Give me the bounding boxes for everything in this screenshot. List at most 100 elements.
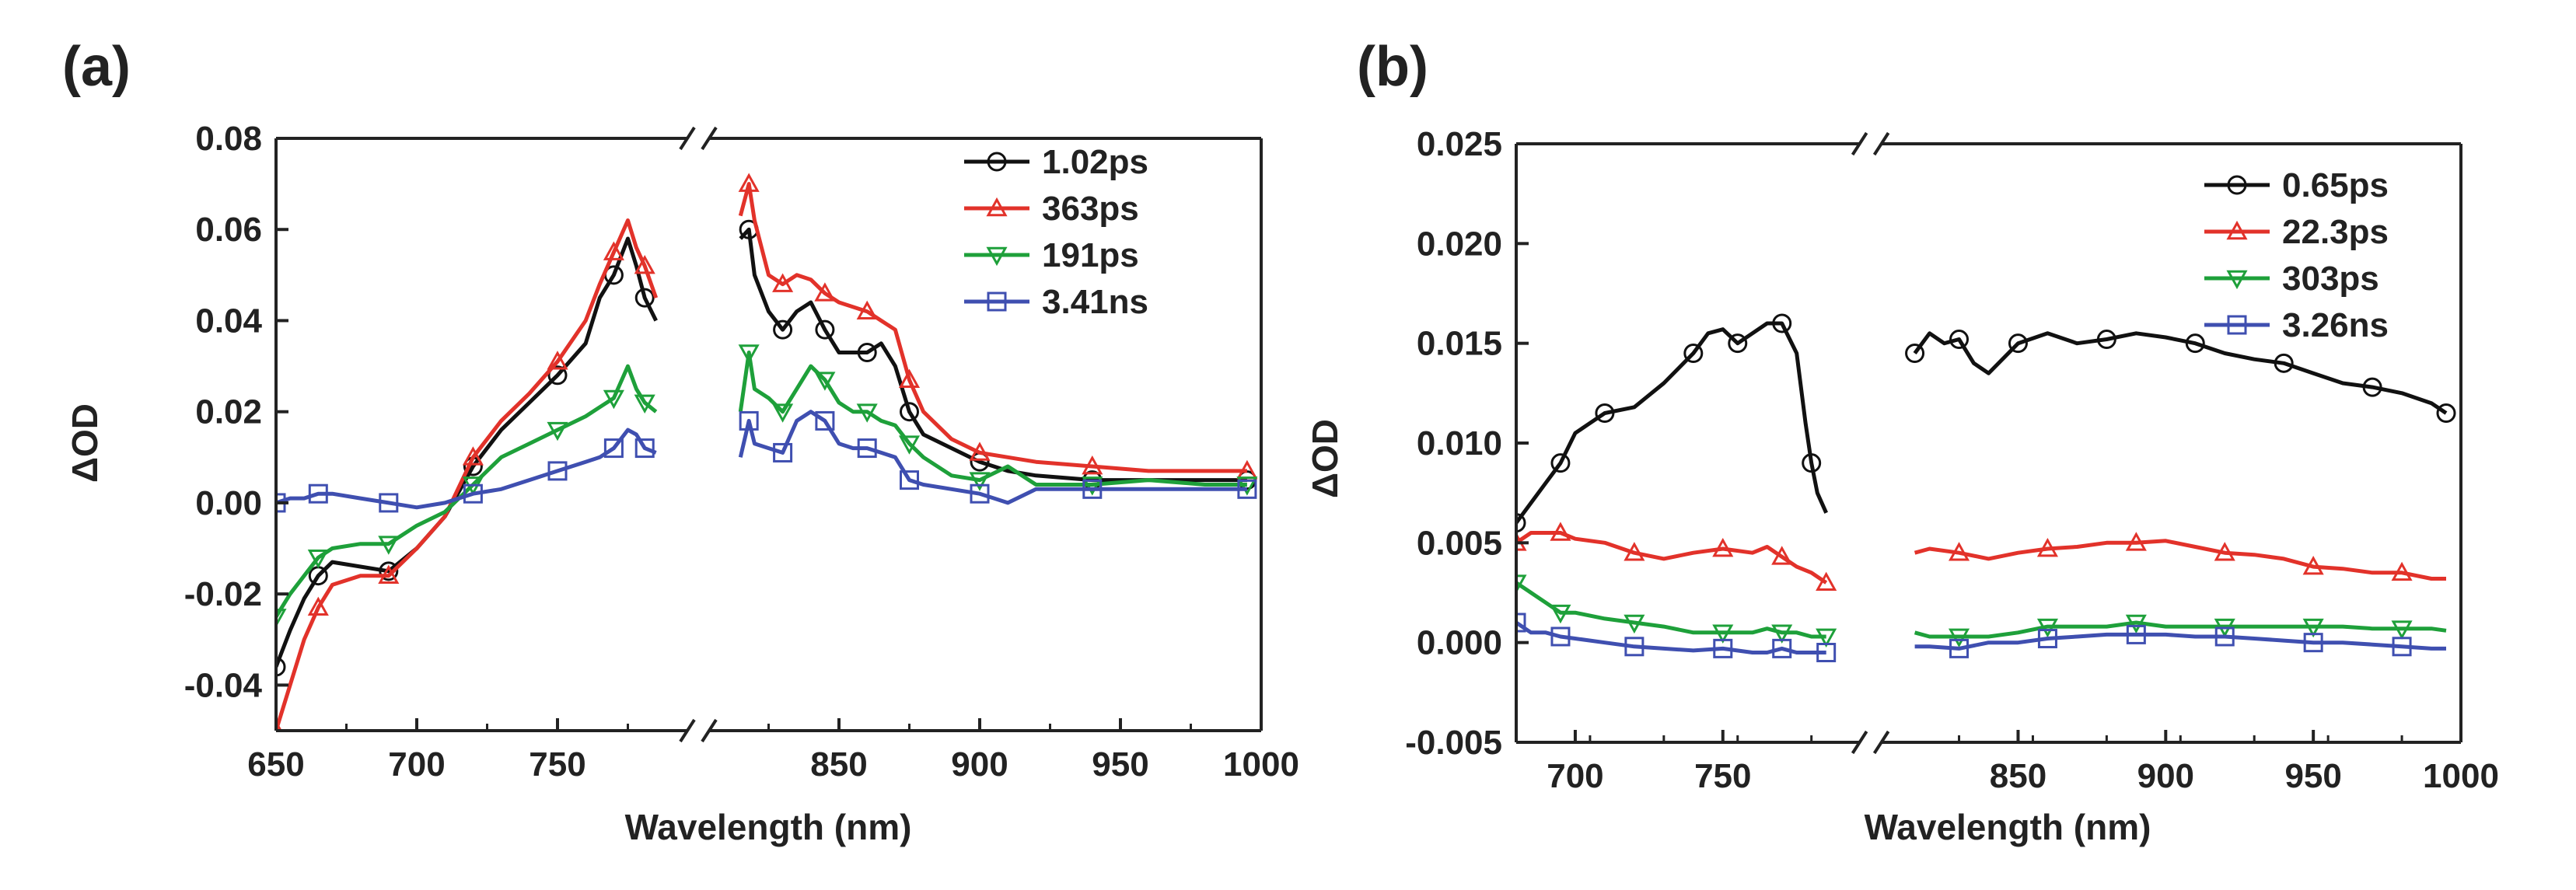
x-tick-label-1000: 1000 bbox=[1223, 745, 1299, 784]
data-point-191ps bbox=[856, 403, 878, 423]
panel-b-y-axis-title: ΔOD bbox=[1305, 419, 1345, 498]
data-point-363ps bbox=[969, 442, 991, 461]
data-point-1.02ps bbox=[547, 365, 568, 386]
axis-break-mark-bottom-1 bbox=[679, 718, 696, 743]
y-tick-label-0.02: 0.02 bbox=[195, 393, 262, 431]
data-point-0.65ps bbox=[1772, 313, 1792, 333]
data-point-363ps bbox=[898, 368, 921, 388]
data-point-0.65ps bbox=[2185, 333, 2205, 354]
series-line-1.02ps-segment-2 bbox=[739, 227, 1247, 483]
data-point-191ps bbox=[969, 472, 991, 491]
panel-b-plot: 700 750 850 900 950 1000 -0.005 0.000 0.005 0.010… bbox=[1405, 125, 2499, 795]
data-point-303ps bbox=[1771, 624, 1793, 644]
panel-a: (a) 650 700 750 850 900 950 1000 -0.04 -0.02 0.00… bbox=[62, 36, 1299, 847]
series-line-0.65ps-segment-1 bbox=[1516, 321, 1828, 525]
data-point-0.65ps bbox=[1516, 513, 1526, 533]
series-line-22.3ps-segment-2 bbox=[1914, 539, 2446, 581]
panel-a-y-axis-title: ΔOD bbox=[65, 403, 105, 483]
legend-marker-1.02ps bbox=[987, 152, 1007, 172]
data-point-1.02ps bbox=[857, 342, 877, 362]
data-point-363ps bbox=[307, 596, 329, 616]
data-point-1.02ps bbox=[276, 657, 286, 677]
data-point-303ps bbox=[2036, 618, 2058, 638]
axis-break-mark-bottom-2 bbox=[701, 718, 718, 743]
x-tick-label-650: 650 bbox=[247, 745, 304, 784]
y-tick-label-0.000: 0.000 bbox=[1417, 624, 1502, 662]
data-point-3.26ns bbox=[1516, 613, 1526, 633]
data-point-3.41ns bbox=[815, 410, 835, 431]
series-191ps bbox=[276, 344, 1258, 628]
panel-b-label: (b) bbox=[1357, 36, 1428, 98]
data-point-303ps bbox=[1550, 604, 1571, 624]
data-point-0.65ps bbox=[2008, 333, 2028, 354]
data-point-303ps bbox=[1712, 624, 1734, 644]
data-point-22.3ps bbox=[1771, 546, 1793, 565]
data-point-3.26ns bbox=[2214, 626, 2235, 647]
data-point-191ps bbox=[898, 435, 921, 455]
x-tick-label-900: 900 bbox=[2137, 757, 2194, 795]
series-line-303ps-segment-2 bbox=[1914, 620, 2447, 639]
data-point-3.26ns bbox=[1550, 626, 1571, 647]
data-point-3.41ns bbox=[1237, 479, 1257, 499]
series-line-3.26ns-segment-2 bbox=[1914, 632, 2446, 651]
data-point-191ps bbox=[276, 609, 287, 628]
legend-marker-303ps bbox=[2226, 270, 2248, 290]
series-22.3ps bbox=[1516, 522, 2446, 591]
data-point-303ps bbox=[1948, 628, 1970, 648]
panel-b-x-axis-title: Wavelength (nm) bbox=[1865, 807, 2151, 847]
series-line-3.41ns-segment-2 bbox=[738, 410, 1247, 505]
x-tick-label-850: 850 bbox=[810, 745, 867, 784]
axis-break-mark-top-1 bbox=[679, 126, 696, 151]
legend-label-3.41ns: 3.41ns bbox=[1042, 283, 1148, 321]
legend-marker-3.26ns bbox=[2227, 315, 2247, 335]
data-point-22.3ps bbox=[1816, 571, 1837, 591]
data-point-191ps bbox=[738, 344, 760, 364]
x-tick-label-750: 750 bbox=[529, 745, 585, 784]
data-point-1.02ps bbox=[634, 288, 655, 308]
data-point-22.3ps bbox=[2214, 542, 2235, 561]
axis-break-mark-bottom-1 bbox=[1851, 730, 1868, 755]
series-line-3.26ns-segment-1 bbox=[1516, 620, 1826, 654]
data-point-191ps bbox=[307, 549, 329, 569]
y-tick-label-0.08: 0.08 bbox=[195, 120, 262, 158]
y-tick-label-0.06: 0.06 bbox=[195, 211, 262, 249]
data-point-3.41ns bbox=[603, 438, 624, 459]
series-line-3.41ns-segment-1 bbox=[276, 428, 657, 510]
data-point-3.41ns bbox=[739, 410, 759, 431]
data-point-22.3ps bbox=[1550, 522, 1571, 541]
data-point-191ps bbox=[814, 372, 836, 391]
panel-b: (b) 700 750 850 900 950 1000 -0.005 0.000 0.005 0… bbox=[1305, 36, 2499, 847]
data-point-363ps bbox=[547, 351, 568, 370]
series-1.02ps bbox=[276, 219, 1257, 677]
data-point-303ps bbox=[1624, 614, 1645, 634]
panel-a-x-axis-title: Wavelength (nm) bbox=[625, 807, 912, 847]
panel-b-legend: 0.65ps 22.3ps 303ps 3.26ns bbox=[2204, 166, 2389, 344]
data-point-191ps bbox=[603, 389, 624, 410]
data-point-3.26ns bbox=[2037, 629, 2057, 649]
data-point-3.41ns bbox=[970, 483, 990, 504]
legend-marker-22.3ps bbox=[2226, 220, 2248, 240]
legend-marker-191ps bbox=[986, 246, 1008, 267]
x-tick-label-700: 700 bbox=[1547, 757, 1603, 795]
data-point-3.26ns bbox=[1949, 638, 1970, 658]
data-point-363ps bbox=[772, 273, 794, 292]
data-point-191ps bbox=[772, 403, 794, 423]
data-point-363ps bbox=[634, 255, 655, 274]
panel-a-label: (a) bbox=[62, 36, 131, 98]
data-point-303ps bbox=[2125, 614, 2147, 634]
legend-marker-0.65ps bbox=[2227, 175, 2247, 195]
data-point-22.3ps bbox=[2125, 532, 2147, 551]
legend-label-3.26ns: 3.26ns bbox=[2282, 306, 2389, 344]
x-tick-label-700: 700 bbox=[388, 745, 445, 784]
y-tick-label--0.02: -0.02 bbox=[184, 575, 262, 613]
axis-break-mark-top-1 bbox=[1851, 131, 1868, 156]
data-point-3.26ns bbox=[2392, 637, 2412, 657]
data-point-0.65ps bbox=[1683, 344, 1704, 363]
data-point-22.3ps bbox=[2302, 556, 2324, 575]
data-point-3.41ns bbox=[379, 493, 399, 513]
data-point-22.3ps bbox=[1712, 537, 1734, 557]
series-3.26ns bbox=[1516, 613, 2446, 662]
data-point-22.3ps bbox=[1948, 542, 1970, 561]
panel-a-plot: 650 700 750 850 900 950 1000 -0.04 -0.02 0.00 0.02… bbox=[184, 120, 1299, 784]
